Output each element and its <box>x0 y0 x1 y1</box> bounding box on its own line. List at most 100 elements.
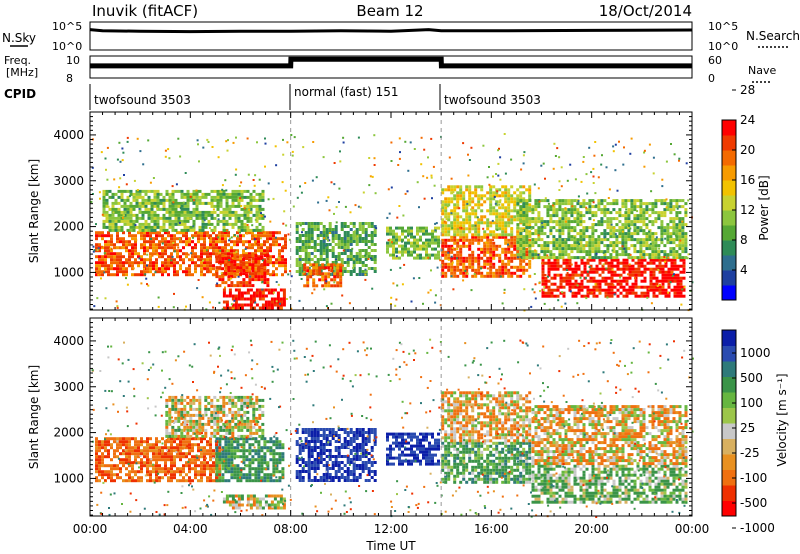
scatter-cell <box>480 218 484 222</box>
scatter-cell <box>407 253 410 257</box>
scatter-cell <box>561 253 565 257</box>
scatter-cell <box>667 279 671 283</box>
scatter-cell <box>673 258 677 262</box>
scatter-cell <box>410 241 413 245</box>
scatter-cell <box>163 269 166 272</box>
scatter-cell <box>564 202 568 206</box>
scatter-cell <box>615 217 619 221</box>
scatter-cell <box>101 470 104 474</box>
scatter-cell <box>158 255 161 259</box>
scatter-cell <box>646 288 650 292</box>
scatter-cell <box>246 228 250 232</box>
scatter-cell <box>346 264 350 267</box>
scatter-cell <box>456 215 460 219</box>
scatter-cell <box>579 256 583 260</box>
scatter-cell <box>661 288 665 292</box>
scatter-cell <box>396 284 399 287</box>
scatter-cell <box>401 247 404 251</box>
scatter-cell <box>659 283 661 286</box>
scatter-cell <box>135 225 139 229</box>
scatter-cell <box>184 172 187 174</box>
scatter-cell <box>101 245 103 248</box>
scatter-cell <box>231 201 235 205</box>
scatter-cell <box>143 461 146 465</box>
scatter-cell <box>128 449 131 453</box>
scatter-cell <box>352 234 356 237</box>
scatter-cell <box>459 253 463 257</box>
scatter-cell <box>471 209 475 213</box>
scatter-cell <box>437 241 440 245</box>
scatter-cell <box>149 243 152 247</box>
scatter-cell <box>162 213 166 217</box>
scatter-cell <box>660 223 664 227</box>
nsky-panel <box>89 21 693 51</box>
scatter-cell <box>367 240 371 243</box>
scatter-cell <box>119 476 122 480</box>
scatter-cell <box>482 144 485 147</box>
scatter-cell <box>441 238 445 242</box>
scatter-cell <box>171 213 175 217</box>
scatter-cell <box>522 227 526 231</box>
scatter-cell <box>373 243 377 246</box>
scatter-cell <box>164 264 167 268</box>
scatter-cell <box>447 215 451 219</box>
scatter-cell <box>177 189 181 193</box>
scatter-cell <box>570 250 574 254</box>
scatter-cell <box>111 228 115 232</box>
scatter-cell <box>153 195 157 199</box>
scatter-cell <box>128 261 131 265</box>
scatter-cell <box>568 282 572 286</box>
scatter-cell <box>595 264 599 268</box>
scatter-cell <box>579 241 583 245</box>
scatter-cell <box>598 258 602 262</box>
scatter-cell <box>456 212 460 216</box>
scatter-cell <box>672 199 676 203</box>
scatter-cell <box>453 218 457 222</box>
scatter-cell <box>114 210 118 214</box>
scatter-cell <box>546 208 550 212</box>
scatter-cell <box>654 217 658 221</box>
scatter-cell <box>624 217 628 221</box>
scatter-cell <box>239 284 243 288</box>
scatter-cell <box>567 247 571 251</box>
scatter-cell <box>170 261 173 265</box>
scatter-cell <box>387 239 390 242</box>
scatter-cell <box>504 233 508 237</box>
scatter-cell <box>144 273 147 276</box>
scatter-cell <box>239 266 243 270</box>
scatter-cell <box>257 246 260 250</box>
scatter-cell <box>191 249 194 253</box>
scatter-cell <box>591 211 595 215</box>
scatter-cell <box>522 229 524 232</box>
scatter-cell <box>580 294 584 298</box>
scatter-cell <box>258 207 262 211</box>
scatter-cell <box>576 208 580 212</box>
scatter-cell <box>669 241 673 245</box>
scatter-cell <box>333 275 337 279</box>
scatter-cell <box>113 243 116 247</box>
scatter-cell <box>128 476 131 480</box>
scatter-cell <box>137 452 140 456</box>
scatter-cell <box>167 255 170 259</box>
scatter-cell <box>606 238 610 242</box>
scatter-cell <box>669 253 673 257</box>
scatter-cell <box>648 232 652 236</box>
scatter-cell <box>213 198 217 202</box>
scatter-cell <box>497 162 500 165</box>
scatter-cell <box>541 276 545 280</box>
scatter-cell <box>477 235 481 239</box>
scatter-cell <box>111 222 115 226</box>
scatter-cell <box>203 246 206 250</box>
scatter-cell <box>111 204 115 208</box>
scatter-cell <box>228 192 232 196</box>
scatter-cell <box>174 222 178 226</box>
scatter-cell <box>603 236 606 239</box>
scatter-cell <box>684 214 688 218</box>
scatter-cell <box>336 284 340 288</box>
scatter-cell <box>146 231 149 235</box>
scatter-cell <box>459 221 463 225</box>
scatter-cell <box>507 244 511 248</box>
scatter-cell <box>322 243 326 246</box>
scatter-cell <box>116 237 119 241</box>
scatter-cell <box>123 222 127 226</box>
